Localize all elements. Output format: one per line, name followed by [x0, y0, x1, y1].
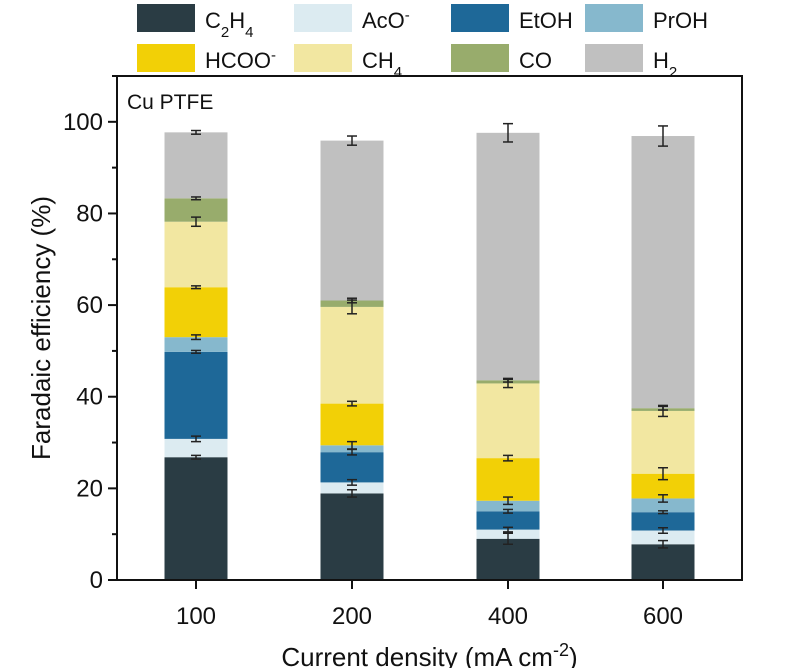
error-bar-h2-600	[658, 125, 668, 147]
error-bar-proh-100	[191, 334, 201, 341]
y-tick-label-80: 80	[76, 200, 103, 227]
bar-segment-ch4-100	[164, 221, 228, 288]
legend-label-c2h4: C2H4	[205, 8, 253, 41]
bar-segment-c2h4-100	[164, 457, 228, 580]
legend-label-aco: AcO-	[362, 7, 410, 34]
bar-segment-hcoo-400	[476, 458, 540, 501]
bar-segment-proh-100	[164, 337, 228, 352]
error-bar-co-400	[503, 377, 513, 383]
error-bar-ch4-100	[191, 216, 201, 228]
legend-item-etoh: EtOH	[451, 4, 573, 33]
bar-segment-h2-600	[631, 136, 695, 409]
bar-segment-etoh-400	[476, 511, 540, 530]
legend-swatch-hcoo	[137, 44, 195, 72]
bar-segment-aco-200	[320, 482, 384, 494]
x-tick-label-100: 100	[176, 603, 216, 630]
bar-segment-h2-100	[164, 132, 228, 199]
error-bar-aco-400	[503, 526, 513, 533]
error-bar-proh-600	[658, 494, 668, 503]
plot-frame	[116, 75, 743, 581]
legend-label-co: CO	[519, 48, 552, 73]
legend-label-etoh: EtOH	[519, 8, 573, 33]
error-bar-c2h4-100	[191, 454, 201, 460]
legend-label-proh: PrOH	[653, 8, 708, 33]
error-bars-layer	[191, 122, 668, 549]
y-tick-label-100: 100	[63, 109, 103, 136]
error-bar-aco-100	[191, 435, 201, 443]
error-bar-aco-200	[347, 478, 357, 486]
y-axis: 0 20 40 60 80 100	[63, 75, 117, 594]
legend-label-ch4: CH4	[362, 48, 402, 81]
y-tick-label-0: 0	[90, 567, 103, 594]
bars-layer	[164, 132, 695, 580]
error-bar-h2-100	[191, 129, 201, 135]
legend-swatch-proh	[585, 4, 643, 32]
legend-swatch-etoh	[451, 4, 509, 32]
error-bar-co-100	[191, 196, 201, 201]
y-axis-title: Faradaic efficiency (%)	[26, 196, 56, 460]
bar-segment-h2-400	[476, 132, 540, 381]
error-bar-co-200	[347, 297, 357, 304]
bar-segment-hcoo-100	[164, 287, 228, 338]
bar-segment-proh-600	[631, 498, 695, 513]
legend-label-hcoo: HCOO-	[205, 47, 276, 74]
error-bar-proh-400	[503, 496, 513, 506]
x-axis: 100 200 400 600	[176, 580, 683, 630]
bar-segment-etoh-100	[164, 351, 228, 439]
error-bar-c2h4-200	[347, 488, 357, 498]
legend-swatch-aco	[294, 4, 352, 32]
legend-item-aco: AcO-	[294, 4, 410, 33]
error-bar-etoh-100	[191, 349, 201, 354]
error-bar-proh-200	[347, 440, 357, 450]
bar-segment-co-100	[164, 198, 228, 222]
bar-segment-aco-600	[631, 530, 695, 545]
bar-segment-c2h4-600	[631, 544, 695, 580]
error-bar-hcoo-600	[658, 466, 668, 481]
error-bar-hcoo-100	[191, 285, 201, 290]
bar-segment-ch4-600	[631, 410, 695, 474]
bar-segment-etoh-600	[631, 512, 695, 531]
error-bar-etoh-400	[503, 508, 513, 514]
bar-segment-c2h4-200	[320, 493, 384, 580]
y-tick-label-60: 60	[76, 292, 103, 319]
legend-item-h2: H2	[585, 44, 677, 81]
bar-segment-ch4-200	[320, 306, 384, 404]
legend-item-c2h4: C2H4	[137, 4, 253, 41]
legend-item-proh: PrOH	[585, 4, 708, 33]
legend-swatch-c2h4	[137, 4, 195, 32]
legend-label-h2: H2	[653, 48, 677, 81]
x-tick-label-400: 400	[488, 603, 528, 630]
bar-segment-ch4-400	[476, 383, 540, 459]
error-bar-hcoo-200	[347, 400, 357, 407]
error-bar-etoh-600	[658, 510, 668, 515]
legend-item-co: CO	[451, 44, 552, 73]
legend: C2H4 AcO- EtOH PrOH HCOO- CH4 CO H2	[137, 4, 708, 81]
legend-item-ch4: CH4	[294, 44, 402, 81]
bar-segment-aco-100	[164, 438, 228, 458]
bar-segment-h2-200	[320, 140, 384, 301]
legend-swatch-h2	[585, 44, 643, 72]
bar-segment-proh-400	[476, 500, 540, 512]
error-bar-c2h4-400	[503, 532, 513, 546]
bar-segment-hcoo-200	[320, 403, 384, 446]
x-axis-title: Current density (mA cm-2)	[281, 640, 577, 668]
error-bar-c2h4-600	[658, 539, 668, 549]
legend-swatch-ch4	[294, 44, 352, 72]
error-bar-h2-200	[347, 135, 357, 146]
panel-label: Cu PTFE	[127, 91, 213, 114]
y-tick-label-40: 40	[76, 384, 103, 411]
legend-item-hcoo: HCOO-	[137, 44, 276, 73]
x-tick-label-200: 200	[332, 603, 372, 630]
error-bar-co-600	[658, 405, 668, 411]
legend-swatch-co	[451, 44, 509, 72]
error-bar-hcoo-400	[503, 454, 513, 462]
y-tick-label-20: 20	[76, 475, 103, 502]
bar-segment-c2h4-400	[476, 538, 540, 580]
x-tick-label-600: 600	[643, 603, 683, 630]
error-bar-aco-600	[658, 527, 668, 535]
bar-segment-etoh-200	[320, 452, 384, 483]
error-bar-h2-400	[503, 122, 513, 143]
